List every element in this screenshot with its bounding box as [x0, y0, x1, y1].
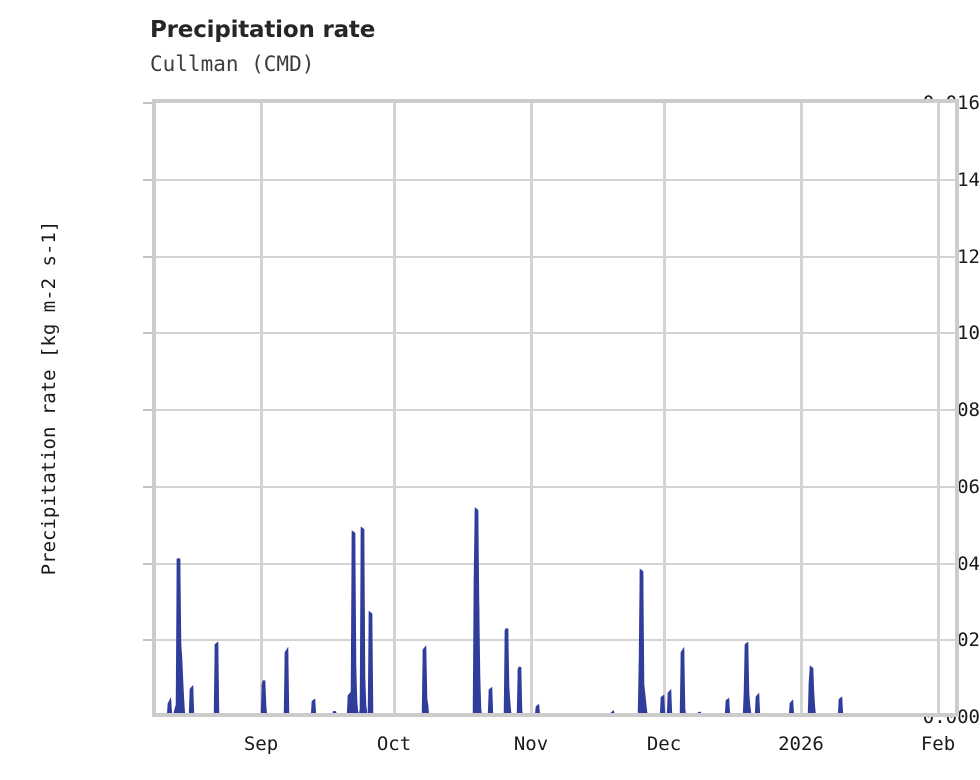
x-tick-label: Dec — [646, 733, 682, 755]
y-tick-mark — [143, 562, 152, 565]
x-tick-label: Sep — [243, 733, 279, 755]
gridline-vertical — [800, 103, 803, 717]
plot-right-border — [955, 99, 959, 717]
gridline-vertical — [260, 103, 263, 717]
plot-area — [152, 99, 955, 717]
y-tick-mark — [143, 255, 152, 258]
y-tick-mark — [143, 102, 152, 104]
gridline-vertical — [937, 103, 940, 717]
gridline-vertical — [663, 103, 666, 717]
x-tick-label: 2026 — [778, 733, 824, 755]
x-tick-label: Nov — [513, 733, 549, 755]
y-tick-mark — [143, 485, 152, 488]
y-tick-mark — [143, 409, 152, 411]
chart-title: Precipitation rate — [150, 17, 376, 43]
gridline-horizontal — [156, 178, 955, 181]
gridline-horizontal — [156, 332, 955, 335]
gridline-horizontal — [156, 639, 955, 642]
precipitation-rate-line-series — [166, 507, 844, 717]
y-axis-label: Precipitation rate [kg m-2 s-1] — [38, 220, 60, 576]
x-tick-label: Oct — [376, 733, 412, 755]
y-tick-mark — [143, 178, 152, 181]
gridline-horizontal — [156, 409, 955, 411]
plot-inner — [156, 103, 955, 717]
gridline-vertical — [393, 103, 396, 717]
chart-subtitle: Cullman (CMD) — [150, 52, 315, 76]
gridline-horizontal — [156, 255, 955, 258]
y-tick-mark — [143, 332, 152, 335]
x-axis-line — [152, 713, 959, 717]
gridline-vertical — [530, 103, 533, 717]
gridline-horizontal — [156, 562, 955, 565]
gridline-horizontal — [156, 485, 955, 488]
x-tick-label: Feb — [920, 733, 956, 755]
y-tick-mark — [143, 639, 152, 642]
